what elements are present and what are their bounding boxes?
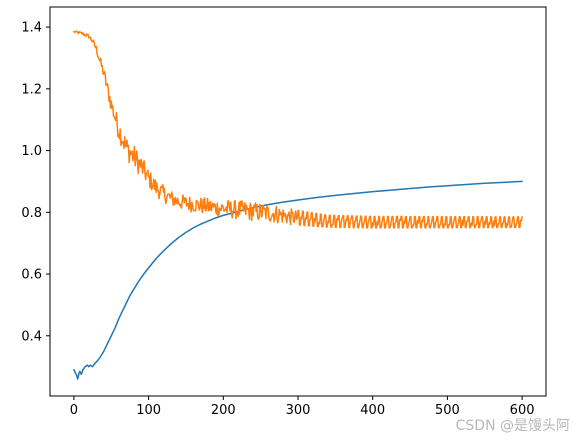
y-tick-label: 1.2 (21, 82, 42, 97)
watermark: CSDN @是馒头阿 (455, 418, 570, 434)
series-line-2 (73, 30, 523, 229)
x-tick-label: 0 (70, 403, 78, 418)
series-line-1 (73, 180, 523, 380)
y-tick-label: 0.4 (21, 329, 42, 344)
axes-frame (49, 6, 547, 397)
x-tick-label: 300 (286, 403, 311, 418)
x-tick-label: 200 (211, 403, 236, 418)
x-axis: 0 100 200 300 400 500 600 (70, 396, 535, 418)
x-tick-label: 100 (136, 403, 161, 418)
y-tick-label: 1.0 (21, 144, 42, 159)
x-tick-label: 600 (510, 403, 535, 418)
y-axis: 0.4 0.6 0.8 1.0 1.2 1.4 (21, 21, 50, 344)
y-tick-label: 1.4 (21, 21, 42, 36)
y-tick-label: 0.8 (21, 206, 42, 221)
y-tick-label: 0.6 (21, 268, 42, 283)
x-tick-label: 500 (435, 403, 460, 418)
x-tick-label: 400 (360, 403, 385, 418)
plot-lines (73, 30, 523, 380)
